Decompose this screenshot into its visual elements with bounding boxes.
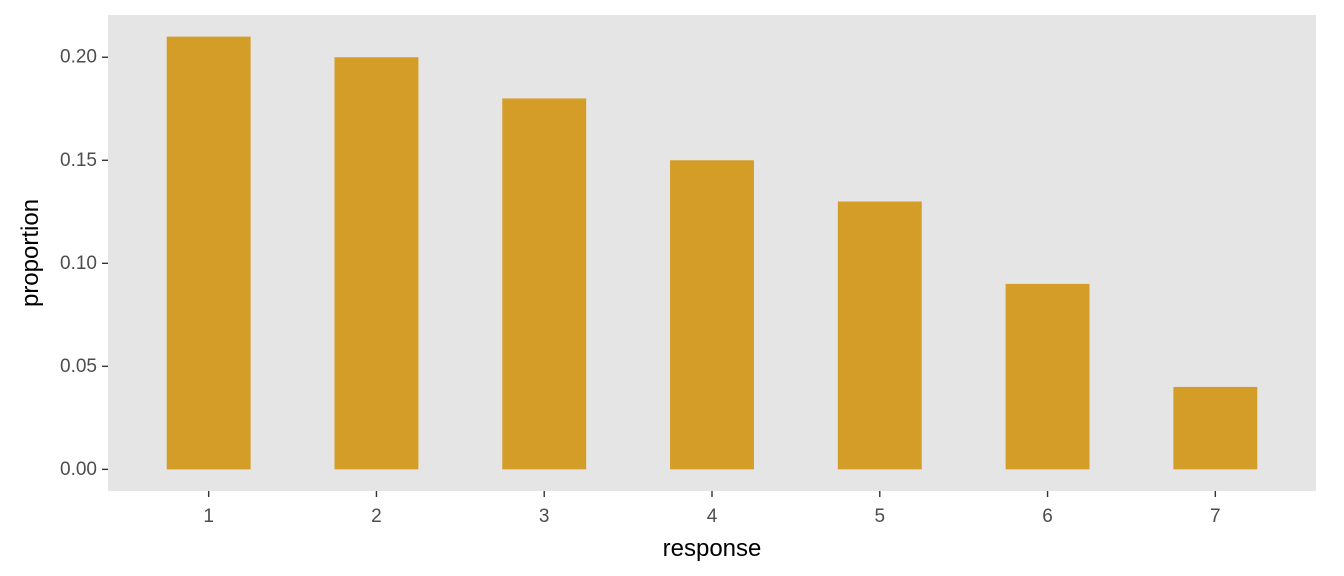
bar-5: [837, 201, 922, 470]
x-tick-label: 6: [1042, 506, 1053, 527]
y-tick-label: 0.15: [60, 150, 97, 171]
y-axis: 0.00 0.05 0.10 0.15 0.20: [60, 47, 108, 480]
x-tick-label: 4: [707, 506, 718, 527]
x-tick-label: 7: [1210, 506, 1221, 527]
bar-3: [502, 98, 587, 470]
y-tick-label: 0.10: [60, 253, 97, 274]
y-tick-label: 0.05: [60, 356, 97, 377]
x-tick-label: 3: [539, 506, 550, 527]
y-tick-label: 0.00: [60, 459, 97, 480]
x-tick-label: 2: [371, 506, 382, 527]
bar-2: [334, 57, 419, 470]
bar-4: [670, 160, 754, 470]
x-axis: 1 2 3 4 5 6 7: [203, 491, 1221, 527]
bars-group: [166, 36, 1258, 470]
x-tick-label: 5: [874, 506, 885, 527]
y-axis-title: proportion: [17, 199, 44, 307]
x-tick-label: 1: [203, 506, 214, 527]
x-axis-title: response: [663, 535, 762, 562]
bar-1: [166, 36, 251, 470]
bar-7: [1173, 386, 1258, 470]
y-tick-label: 0.20: [60, 47, 97, 68]
bar-6: [1005, 283, 1090, 470]
